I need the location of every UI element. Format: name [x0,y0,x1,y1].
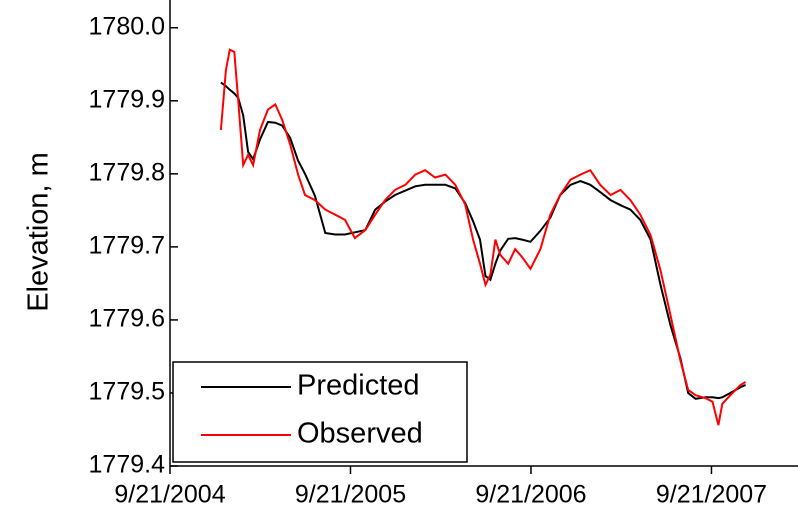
y-tick-label: 1780.0 [89,12,165,40]
y-tick-label: 1779.7 [89,231,165,259]
y-tick-label: 1779.5 [89,378,165,406]
legend-label: Predicted [297,370,420,402]
x-tick-label: 9/21/2004 [114,481,225,509]
legend-label: Observed [297,418,423,450]
y-tick-label: 1779.8 [89,158,165,186]
line-series [220,81,747,400]
y-tick-label: 1779.6 [89,305,165,333]
y-tick-label: 1779.4 [89,451,166,479]
legend-box [172,361,468,463]
y-axis-label: Elevation, m [23,152,55,312]
line-series [219,48,747,426]
x-tick-label: 9/21/2007 [656,481,767,509]
y-tick-label: 1779.9 [89,85,165,113]
x-tick-label: 9/21/2006 [475,481,586,509]
x-tick-label: 9/21/2005 [295,481,406,509]
